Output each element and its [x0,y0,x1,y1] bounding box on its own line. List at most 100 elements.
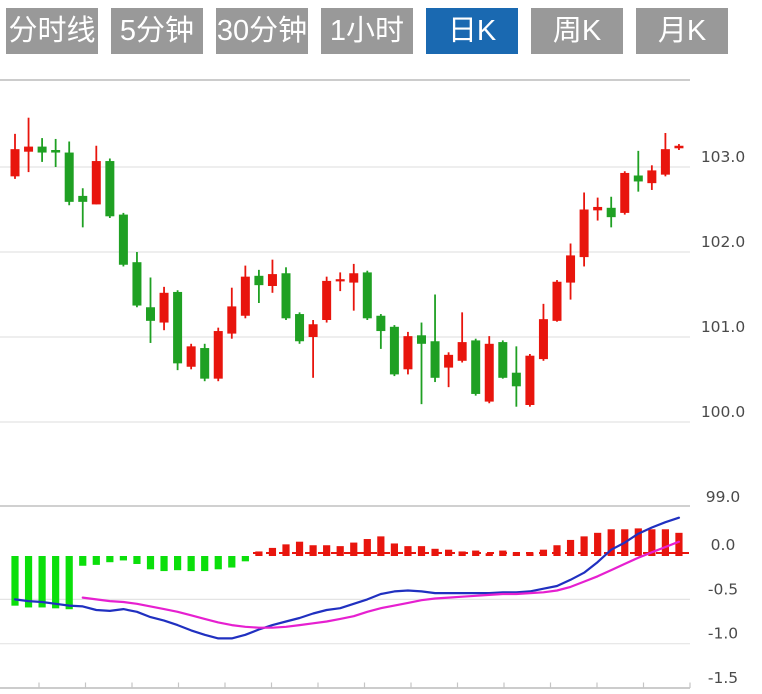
candle-body [389,326,399,375]
candle-body [538,319,548,360]
macd-histogram-bar [485,553,493,556]
candle-body [579,209,589,258]
macd-histogram-bar [106,556,114,563]
dif-blue-line [13,516,681,640]
macd-histogram-bar [472,550,480,556]
candle-body [267,274,277,286]
macd-histogram-bar [499,550,507,556]
macd-axis-label: -0.5 [708,580,738,598]
macd-histogram-bar [38,556,46,608]
macd-histogram-bar [512,552,520,556]
candle-body [91,161,101,205]
macd-histogram-bar [52,556,60,609]
candle-body [620,172,630,213]
candle-body [37,146,47,153]
macd-histogram-bar [201,556,209,572]
tab-daily-k[interactable]: 日K [426,8,518,54]
tab-5min[interactable]: 5分钟 [111,8,203,54]
candle-body [173,291,183,364]
candle-body [213,331,223,379]
candle-body [376,315,386,332]
macd-axis-label: -1.0 [708,625,738,643]
macd-histogram-bar [228,556,236,568]
candle-body [78,195,88,202]
macd-histogram-bar [458,551,466,556]
macd-axis-label: -1.5 [708,669,738,687]
price-axis-label: 99.0 [706,488,741,506]
macd-histogram-bar [417,546,426,556]
candle-body [146,307,155,321]
macd-axis-label: 0.0 [711,536,736,554]
tab-minute-line[interactable]: 分时线 [6,8,98,54]
candle-body [511,372,521,387]
candle-body [417,335,426,344]
tab-weekly-k[interactable]: 周K [531,8,623,54]
macd-histogram-bar [282,544,290,556]
candle-body [457,342,467,361]
candle-body [132,262,142,306]
candle-body [647,170,657,184]
macd-histogram-bar [133,556,141,564]
macd-histogram-bar [255,551,263,556]
macd-histogram-bar [553,545,561,556]
candle-body [498,342,508,378]
macd-histogram-bar [594,532,602,556]
candle-body [118,214,128,265]
macd-histogram-bar [539,549,548,556]
tab-monthly-k[interactable]: 月K [636,8,728,54]
macd-histogram-bar [119,556,127,561]
candle-body [64,152,74,202]
candle-body [200,348,210,379]
macd-histogram-bar [526,552,534,556]
macd-histogram-bar [445,549,453,556]
macd-histogram-bar [214,556,222,570]
candle-body [606,207,616,218]
candle-body [349,273,359,283]
candle-body [444,354,454,368]
macd-histogram-bar [675,532,683,556]
candle-body [525,355,535,405]
candle-body [105,161,115,217]
candle-body [295,314,305,342]
candle-body [362,272,372,319]
macd-histogram-bar [65,556,73,610]
macd-histogram-bar [160,556,168,572]
macd-histogram-bar [295,541,304,556]
tab-30min[interactable]: 30分钟 [216,8,308,54]
macd-histogram-bar [241,556,249,562]
price-axis-label: 102.0 [701,233,745,251]
macd-histogram-bar [146,556,155,570]
candle-body [24,146,34,152]
candle-body [186,346,196,367]
macd-histogram-bar [566,539,575,556]
macd-histogram-bar [174,556,182,571]
macd-histogram-bar [187,556,195,572]
macd-histogram-bar [390,543,398,556]
macd-histogram-bar [648,529,656,556]
macd-histogram-bar [309,545,317,556]
macd-histogram-bar [336,546,344,556]
dea-magenta-line [81,540,681,629]
candle-body [335,279,345,282]
tab-1hour[interactable]: 1小时 [321,8,413,54]
candle-body [240,276,250,316]
candle-body [484,343,494,402]
candle-body [227,306,237,334]
macd-histogram-bar [323,545,331,556]
candle-body [403,336,413,370]
macd-histogram-bar [661,529,669,556]
macd-histogram-bar [377,536,385,556]
macd-histogram-bar [580,536,588,556]
macd-histogram-bar [92,556,100,565]
candle-body [471,340,481,394]
candle-body [552,281,562,321]
candle-body [322,280,332,320]
macd-histogram-bar [350,542,358,556]
macd-histogram-bar [404,546,412,556]
price-axis-label: 103.0 [701,148,745,166]
candle-body [674,145,684,149]
candle-body [593,206,603,211]
candle-body [430,341,440,378]
price-axis-label: 101.0 [701,318,745,336]
